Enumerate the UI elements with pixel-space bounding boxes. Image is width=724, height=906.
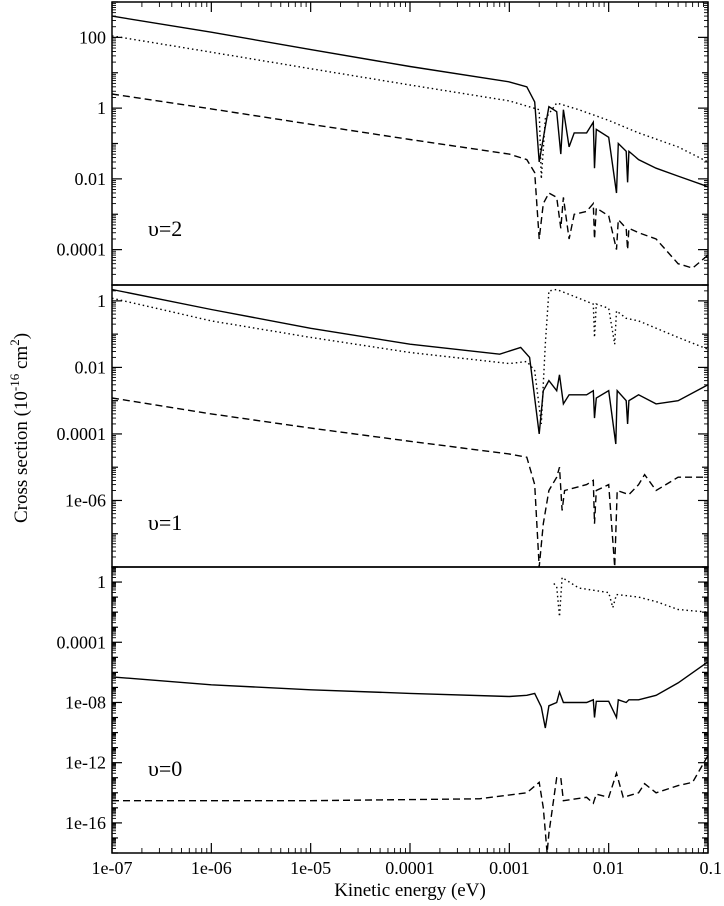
y-tick-label: 0.0001	[57, 424, 107, 444]
panel-v1-yticks: 1e-06 0.0001 0.01 1	[57, 284, 708, 568]
y-tick-label: 0.01	[75, 357, 107, 377]
x-tick-label: 0.1	[700, 858, 723, 878]
panel-v1: 1e-06 0.0001 0.01 1 υ=1	[57, 284, 709, 568]
panel-v2-label: υ=2	[148, 216, 182, 241]
y-tick-label: 1e-06	[65, 490, 106, 510]
panel-v1-series-dotted	[111, 288, 709, 424]
x-tick-label: 0.001	[489, 858, 530, 878]
y-axis-title: Cross section (10-16 cm2)	[7, 333, 32, 523]
x-tick-label: 0.01	[593, 858, 625, 878]
x-tick-label: 1e-07	[92, 858, 133, 878]
y-axis-title-exp2: 2	[7, 339, 22, 346]
y-tick-label: 0.0001	[57, 632, 107, 652]
panel-v0-series-dotted	[553, 576, 709, 617]
panel-v0-frame	[111, 566, 709, 854]
panel-v0-series	[111, 576, 709, 854]
y-tick-label: 100	[79, 27, 106, 47]
y-tick-label: 0.0001	[57, 240, 107, 260]
x-tick-label: 0.0001	[385, 858, 435, 878]
x-tick-label: 1e-05	[290, 858, 331, 878]
y-tick-label: 0.01	[75, 169, 107, 189]
panel-v1-series-solid	[111, 288, 709, 445]
panel-v1-label: υ=1	[148, 510, 182, 535]
y-tick-label: 1	[97, 291, 106, 311]
x-axis-title: Kinetic energy (eV)	[334, 880, 486, 901]
panel-v0-label: υ=0	[148, 756, 182, 781]
panel-v2-series-solid	[111, 15, 709, 194]
y-tick-label: 1e-08	[65, 692, 106, 712]
y-axis-title-mid: cm	[11, 346, 32, 374]
y-axis-title-exp1: -16	[7, 373, 22, 391]
y-axis-title-post: )	[11, 333, 32, 339]
y-tick-label: 1	[97, 98, 106, 118]
x-axis: 1e-07 1e-06 1e-05 0.0001 0.001 0.01 0.1	[92, 2, 722, 878]
panel-v2-series-dashed	[111, 93, 709, 269]
x-tick-label: 1e-06	[191, 858, 232, 878]
y-axis-title-pre: Cross section (10	[11, 391, 32, 523]
panel-v0: 1e-16 1e-12 1e-08 0.0001 1 υ=0	[57, 566, 709, 854]
panel-v2-yticks: 0.0001 0.01 1 100	[57, 1, 708, 286]
panel-v1-series	[111, 288, 709, 568]
panel-v1-frame	[111, 284, 709, 568]
y-tick-label: 1	[97, 572, 106, 592]
panel-v0-series-solid	[111, 661, 709, 729]
y-tick-label: 1e-12	[65, 753, 106, 773]
panel-v1-series-dashed	[111, 397, 708, 568]
panel-v2: 0.0001 0.01 1 100 υ=2	[57, 1, 709, 286]
panel-v0-series-dashed	[112, 755, 709, 854]
panel-v0-yticks: 1e-16 1e-12 1e-08 0.0001 1	[57, 566, 708, 854]
y-tick-label: 1e-16	[65, 813, 106, 833]
panel-v2-series	[111, 15, 709, 269]
